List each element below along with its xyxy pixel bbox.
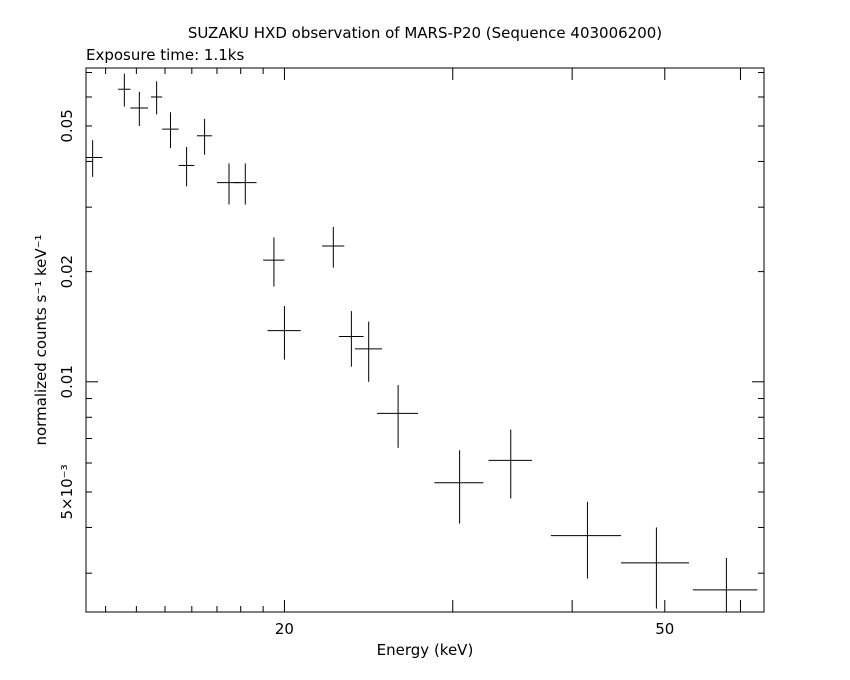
data-point <box>150 81 163 115</box>
axis-tick-labels: 20 50 5×10⁻³ 0.01 0.02 0.05 <box>58 109 674 638</box>
data-point <box>233 163 257 205</box>
data-point <box>162 112 179 149</box>
data-point <box>692 558 758 612</box>
data-point <box>488 429 532 499</box>
data-point <box>178 147 195 187</box>
data-point <box>86 140 103 177</box>
y-tick-label: 5×10⁻³ <box>58 464 76 519</box>
data-point <box>196 118 213 155</box>
data-point <box>267 306 301 360</box>
y-tick-label: 0.01 <box>58 365 76 398</box>
data-point <box>322 226 345 268</box>
x-axis-label: Energy (keV) <box>377 641 474 659</box>
x-tick-label: 50 <box>655 620 674 638</box>
exposure-time-label: Exposure time: 1.1ks <box>86 46 244 64</box>
y-tick-label: 0.05 <box>58 109 76 142</box>
data-point <box>434 450 484 524</box>
data-point <box>354 321 383 382</box>
data-point <box>377 385 419 448</box>
data-point <box>338 311 364 367</box>
data-point <box>118 73 131 107</box>
axis-ticks <box>86 68 764 612</box>
data-point <box>130 91 149 126</box>
data-points <box>86 73 758 612</box>
x-tick-label: 20 <box>275 620 294 638</box>
data-point <box>263 237 285 287</box>
data-point <box>550 501 622 579</box>
y-axis-label: normalized counts s⁻¹ keV⁻¹ <box>32 234 50 445</box>
data-point <box>621 527 689 609</box>
y-tick-label: 0.02 <box>58 255 76 288</box>
plot-frame <box>85 67 765 613</box>
data-point <box>216 163 241 205</box>
chart-title: SUZAKU HXD observation of MARS-P20 (Sequ… <box>188 24 662 42</box>
